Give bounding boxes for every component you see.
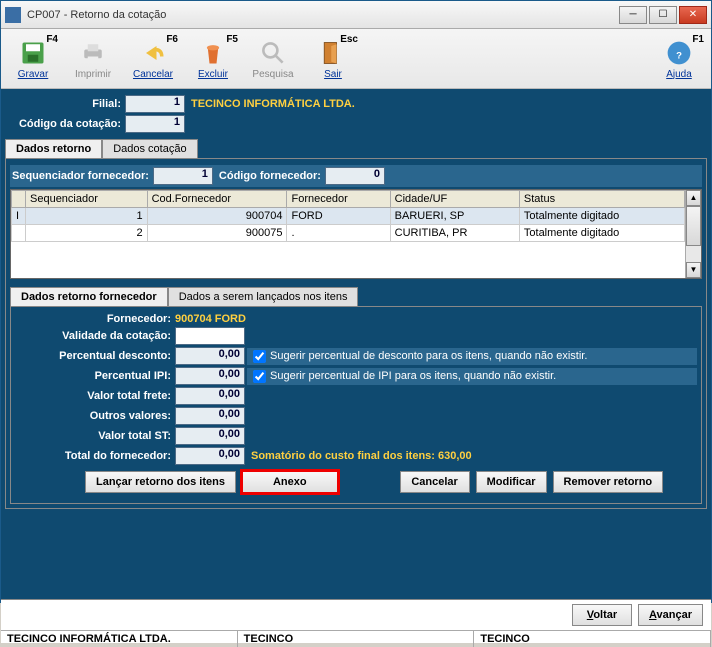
total-hint: Somatório do custo final dos itens: 630,… <box>251 450 472 462</box>
window-title: CP007 - Retorno da cotação <box>27 9 619 21</box>
help-icon: ? <box>665 39 693 67</box>
perc-ipi-label: Percentual IPI: <box>15 370 175 382</box>
toolbar: F4 Gravar Imprimir F6 Cancelar F5 Exclui… <box>1 29 711 89</box>
col-cidade[interactable]: Cidade/UF <box>390 191 519 208</box>
total-label: Total do fornecedor: <box>15 450 175 462</box>
validade-field[interactable] <box>175 327 245 345</box>
col-cod[interactable]: Cod.Fornecedor <box>147 191 287 208</box>
filial-name: TECINCO INFORMÁTICA LTDA. <box>191 98 355 110</box>
tab-retorno-fornecedor[interactable]: Dados retorno fornecedor <box>10 287 168 306</box>
frete-label: Valor total frete: <box>15 390 175 402</box>
codforn-label: Código fornecedor: <box>219 170 325 182</box>
seq-field[interactable]: 1 <box>153 167 213 185</box>
fornecedor-label: Fornecedor: <box>15 313 175 325</box>
undo-icon <box>139 39 167 67</box>
filial-field[interactable]: 1 <box>125 95 185 113</box>
trash-icon <box>199 39 227 67</box>
avancar-button[interactable]: Avançar <box>638 604 703 626</box>
perc-desc-field[interactable]: 0,00 <box>175 347 245 365</box>
codigo-field[interactable]: 1 <box>125 115 185 133</box>
st-label: Valor total ST: <box>15 430 175 442</box>
outros-label: Outros valores: <box>15 410 175 422</box>
save-icon <box>19 39 47 67</box>
gravar-button[interactable]: F4 Gravar <box>3 31 63 87</box>
tab-dados-itens[interactable]: Dados a serem lançados nos itens <box>168 287 359 306</box>
seq-label: Sequenciador fornecedor: <box>12 170 153 182</box>
tab-dados-cotacao[interactable]: Dados cotação <box>102 139 197 158</box>
status-cell-2: TECINCO <box>238 631 475 647</box>
col-seq[interactable]: Sequenciador <box>26 191 148 208</box>
fornecedor-grid[interactable]: Sequenciador Cod.Fornecedor Fornecedor C… <box>10 189 702 279</box>
search-icon <box>259 39 287 67</box>
pesquisa-button: Pesquisa <box>243 31 303 87</box>
maximize-button[interactable]: ☐ <box>649 6 677 24</box>
st-field[interactable]: 0,00 <box>175 427 245 445</box>
table-row[interactable]: 2 900075 . CURITIBA, PR Totalmente digit… <box>12 225 685 242</box>
imprimir-button: Imprimir <box>63 31 123 87</box>
codigo-label: Código da cotação: <box>5 118 125 130</box>
col-status[interactable]: Status <box>519 191 684 208</box>
table-row[interactable]: I 1 900704 FORD BARUERI, SP Totalmente d… <box>12 208 685 225</box>
excluir-button[interactable]: F5 Excluir <box>183 31 243 87</box>
status-cell-1: TECINCO INFORMÁTICA LTDA. <box>1 631 238 647</box>
titlebar: CP007 - Retorno da cotação ─ ☐ ✕ <box>1 1 711 29</box>
perc-ipi-check[interactable] <box>253 370 266 383</box>
perc-desc-check[interactable] <box>253 350 266 363</box>
ajuda-button[interactable]: F1 ? Ajuda <box>649 31 709 87</box>
total-field: 0,00 <box>175 447 245 465</box>
status-cell-3: TECINCO <box>474 631 711 647</box>
fornecedor-value: 900704 FORD <box>175 313 246 325</box>
grid-scrollbar[interactable]: ▲▼ <box>685 190 701 278</box>
sair-button[interactable]: Esc Sair <box>303 31 363 87</box>
svg-text:?: ? <box>676 50 682 61</box>
codforn-field[interactable]: 0 <box>325 167 385 185</box>
remover-button[interactable]: Remover retorno <box>553 471 664 493</box>
anexo-button[interactable]: Anexo <box>242 471 338 493</box>
perc-ipi-field[interactable]: 0,00 <box>175 367 245 385</box>
close-button[interactable]: ✕ <box>679 6 707 24</box>
voltar-button[interactable]: Voltar <box>572 604 632 626</box>
app-icon <box>5 7 21 23</box>
modificar-button[interactable]: Modificar <box>476 471 547 493</box>
frete-field[interactable]: 0,00 <box>175 387 245 405</box>
cancelar-form-button[interactable]: Cancelar <box>400 471 470 493</box>
outros-field[interactable]: 0,00 <box>175 407 245 425</box>
col-forn[interactable]: Fornecedor <box>287 191 390 208</box>
cancelar-button[interactable]: F6 Cancelar <box>123 31 183 87</box>
tab-dados-retorno[interactable]: Dados retorno <box>5 139 102 158</box>
perc-desc-label: Percentual desconto: <box>15 350 175 362</box>
validade-label: Validade da cotação: <box>15 330 175 342</box>
minimize-button[interactable]: ─ <box>619 6 647 24</box>
print-icon <box>79 39 107 67</box>
filial-label: Filial: <box>5 98 125 110</box>
lancar-button[interactable]: Lançar retorno dos itens <box>85 471 236 493</box>
